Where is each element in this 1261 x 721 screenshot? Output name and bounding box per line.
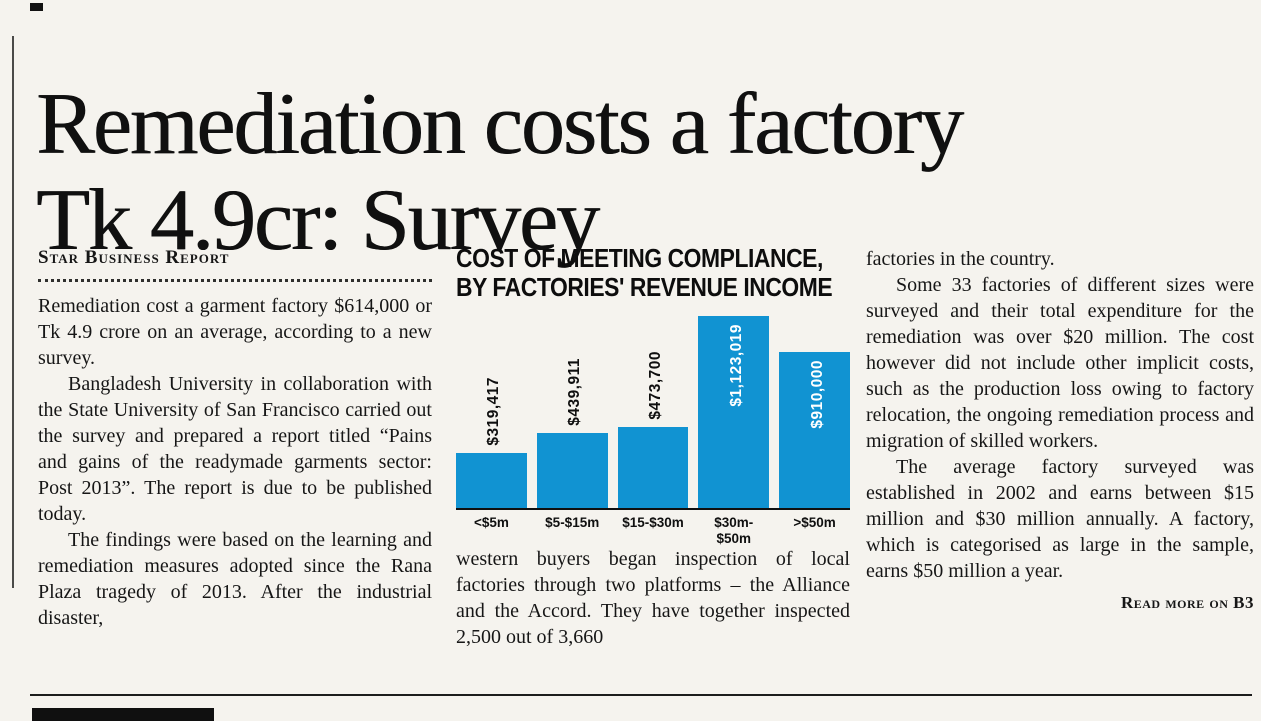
paragraph: Some 33 factories of different sizes wer… <box>866 274 1254 452</box>
read-more-link[interactable]: Read more on B3 <box>1120 593 1254 612</box>
x-axis-label: $15-$30m <box>622 515 684 530</box>
article-column-3: factories in the country. Some 33 factor… <box>866 246 1254 616</box>
bar-column: $1,123,019 <box>698 311 770 508</box>
bar-value-label: $910,000 <box>808 360 826 429</box>
bar-value-label: $1,123,019 <box>727 324 745 407</box>
headline-line-1: Remediation costs a factory <box>36 75 964 173</box>
x-axis-label: $30m- $50m <box>714 515 754 546</box>
bar-value-label: $319,417 <box>485 377 503 446</box>
chart-title: COST OF MEETING COMPLIANCE, BY FACTORIES… <box>456 244 851 302</box>
bar-chart: COST OF MEETING COMPLIANCE, BY FACTORIES… <box>456 244 850 546</box>
x-axis-line <box>456 508 850 510</box>
bar-value-label: $473,700 <box>646 351 664 420</box>
x-axis-label: >$50m <box>793 515 836 530</box>
x-axis-label: $5-$15m <box>545 515 600 530</box>
left-column-rule <box>12 36 14 588</box>
bar-value-label: $439,911 <box>566 358 584 426</box>
paragraph: Remediation cost a garment factory $614,… <box>38 295 432 369</box>
bar <box>698 316 770 508</box>
x-axis-labels: <$5m $5-$15m $15-$30m $30m- $50m >$50m <box>456 515 850 546</box>
byline: Star Business Report <box>38 247 230 268</box>
paragraph: western buyers began inspection of local… <box>456 548 850 649</box>
section-divider-rule <box>30 694 1252 696</box>
dotted-divider <box>38 279 432 282</box>
bar <box>779 352 850 508</box>
headline: Remediation costs a factory Tk 4.9cr: Su… <box>36 75 1254 269</box>
bar <box>617 427 689 508</box>
paragraph: The average factory surveyed was establi… <box>866 456 1254 582</box>
bar-column: $473,700 <box>617 311 689 508</box>
chart-title-line-2: BY FACTORIES' REVENUE INCOME <box>456 272 833 302</box>
paragraph: Bangladesh University in collaboration w… <box>38 373 432 525</box>
headline-line-2: Tk 4.9cr: Survey <box>36 171 600 269</box>
paragraph: The findings were based on the learning … <box>38 529 432 629</box>
bar <box>536 433 608 508</box>
bar-column: $910,000 <box>779 311 850 508</box>
paragraph: factories in the country. <box>866 248 1055 270</box>
bar-column: $319,417 <box>456 311 527 508</box>
bar-column: $439,911 <box>536 311 608 508</box>
article-column-2: COST OF MEETING COMPLIANCE, BY FACTORIES… <box>456 244 850 650</box>
x-axis-label: <$5m <box>473 515 509 530</box>
bar <box>456 453 527 508</box>
chart-plot-area: $319,417 $439,911 $473,700 $1,123,019 $910,0… <box>456 311 850 508</box>
scan-corner-mark <box>30 3 43 11</box>
article-column-1: Star Business Report Remediation cost a … <box>38 246 432 631</box>
chart-title-line-1: COST OF MEETING COMPLIANCE, <box>456 243 823 273</box>
next-article-fragment <box>32 708 214 721</box>
